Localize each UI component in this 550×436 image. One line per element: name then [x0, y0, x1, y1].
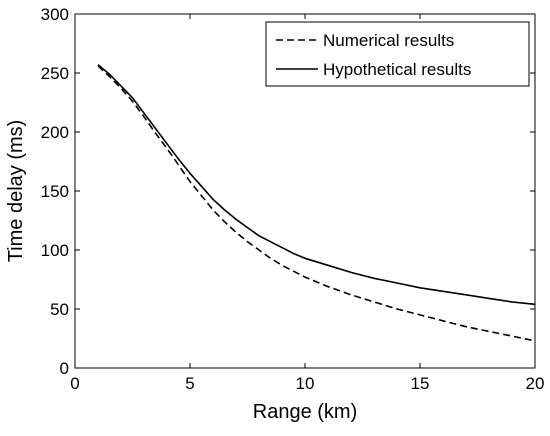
y-tick-label: 50 — [50, 300, 69, 319]
x-tick-label: 10 — [296, 374, 315, 393]
y-tick-label: 250 — [41, 64, 69, 83]
plot-frame — [74, 13, 536, 369]
legend: Numerical results Hypothetical results — [265, 21, 530, 87]
legend-box — [265, 21, 530, 87]
y-axis-label: Time delay (ms) — [5, 120, 27, 263]
x-tick-label: 15 — [411, 374, 430, 393]
y-tick-label: 200 — [41, 123, 69, 142]
y-tick-label: 100 — [41, 241, 69, 260]
y-tick-label: 300 — [41, 5, 69, 24]
y-tick-label: 0 — [60, 359, 69, 378]
series-line-hypothetical — [97, 64, 536, 306]
legend-label-numerical: Numerical results — [323, 31, 454, 50]
y-tick-label: 150 — [41, 182, 69, 201]
series-line-numerical — [97, 65, 536, 342]
plot-series — [97, 64, 536, 342]
x-tick-label: 5 — [185, 374, 194, 393]
x-axis-label: Range (km) — [253, 401, 357, 423]
x-tick-label: 0 — [70, 374, 79, 393]
x-tick-label: 20 — [526, 374, 545, 393]
legend-label-hypothetical: Hypothetical results — [323, 60, 471, 79]
